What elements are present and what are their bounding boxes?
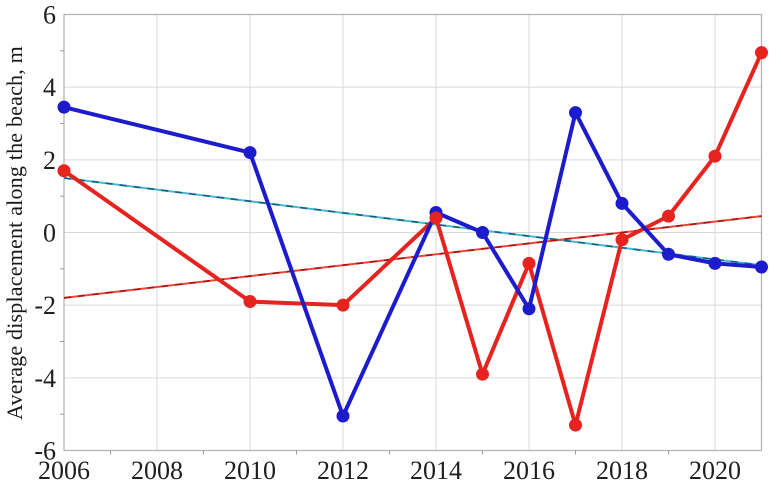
x-axis-tick-label: 2010 bbox=[224, 456, 276, 485]
blue-series-data-point bbox=[522, 302, 536, 316]
x-axis-tick-label: 2012 bbox=[317, 456, 369, 485]
red-series-data-point bbox=[336, 298, 350, 312]
blue-series-data-point bbox=[476, 226, 489, 239]
blue-series-line bbox=[62, 105, 764, 418]
x-axis-tick-label: 2020 bbox=[689, 456, 741, 485]
red-series-data-point bbox=[615, 233, 629, 247]
red-series-data-point bbox=[476, 367, 489, 381]
y-axis-tick-label: 2 bbox=[43, 146, 56, 175]
x-axis-tick-label: 2014 bbox=[410, 456, 462, 485]
red-series-data-point bbox=[243, 295, 257, 309]
x-axis-tick-label: 2016 bbox=[503, 456, 555, 485]
y-axis-tick-label: 0 bbox=[43, 219, 56, 248]
blue-series-data-point bbox=[243, 146, 257, 160]
red-series-data-point bbox=[662, 209, 675, 223]
blue-series-data-point bbox=[336, 409, 350, 423]
red-series-data-point bbox=[708, 149, 722, 163]
blue-series-linear-trend-dashes bbox=[63, 177, 762, 266]
red-series-linear-trend-dashes bbox=[63, 215, 762, 299]
red-series-data-point bbox=[57, 164, 71, 178]
blue-series-data-point bbox=[615, 196, 629, 210]
y-axis-tick-label: -2 bbox=[34, 291, 56, 320]
blue-series-data-point bbox=[57, 100, 71, 114]
blue-series-data-point bbox=[662, 247, 675, 261]
y-axis-tick-label: -4 bbox=[34, 364, 56, 393]
red-series-data-point bbox=[569, 418, 582, 432]
plot-border bbox=[63, 13, 763, 452]
blue-series-data-point bbox=[755, 260, 768, 274]
x-axis-tick-label: 2018 bbox=[596, 456, 648, 485]
y-axis-tick-label: -6 bbox=[34, 437, 56, 466]
blue-series-data-point bbox=[569, 106, 582, 120]
x-axis-tick-label: 2006 bbox=[38, 456, 90, 485]
blue-series-data-point bbox=[708, 256, 722, 270]
red-series-data-point bbox=[429, 211, 443, 225]
y-axis-tick-label: 4 bbox=[43, 73, 56, 102]
red-series-data-point bbox=[755, 46, 768, 60]
x-axis-tick-label: 2008 bbox=[131, 456, 183, 485]
red-series-data-point bbox=[522, 256, 536, 270]
y-axis-tick-label: 6 bbox=[43, 1, 56, 30]
